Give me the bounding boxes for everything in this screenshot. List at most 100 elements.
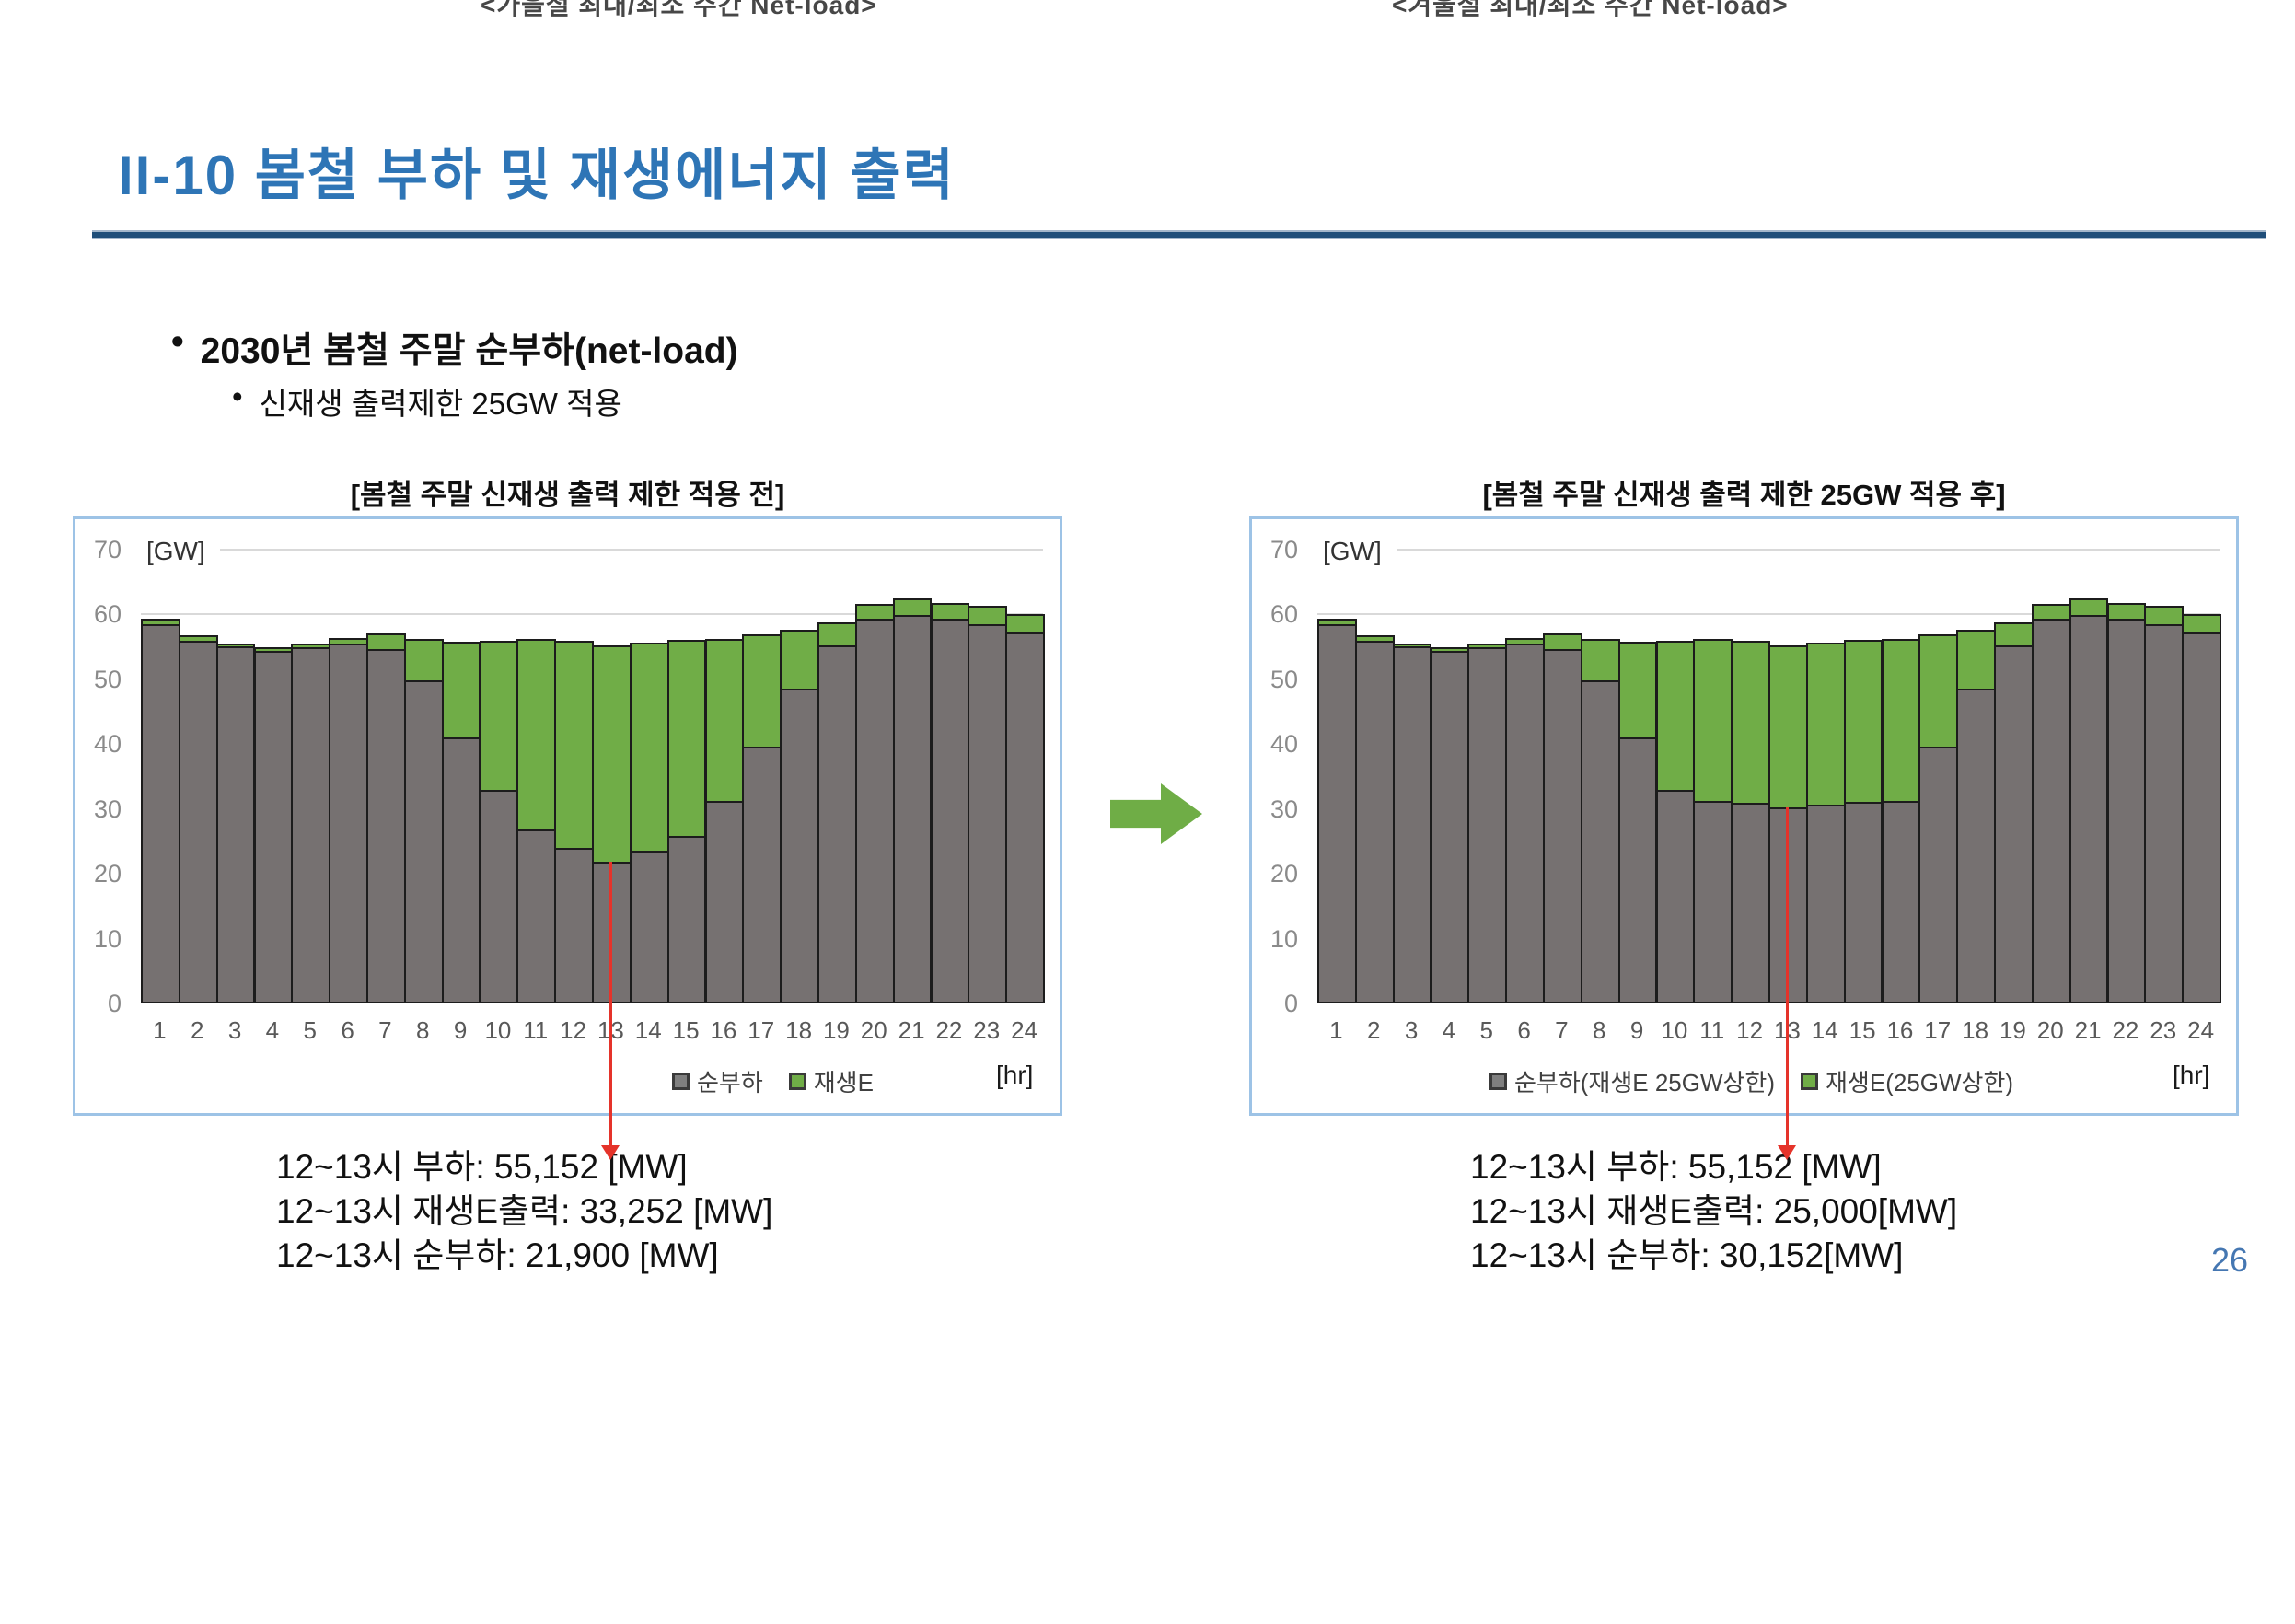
x-tick-label: 6 [1517, 1016, 1531, 1044]
bar-renewable-segment [291, 644, 331, 649]
bar-renewable-segment [1543, 632, 1582, 651]
bar-netload-segment [1430, 650, 1470, 1003]
bar-netload-segment [2031, 619, 2071, 1003]
bar-netload-segment [2182, 632, 2221, 1003]
bar-renewable-segment [1505, 637, 1545, 646]
right-chart: [GW] 순부하(재생E 25GW상한) 재생E(25GW상한) [hr] 0 1… [1249, 516, 2239, 1160]
bullet-dot: • [232, 379, 243, 413]
bar-renewable-segment [178, 634, 218, 644]
bar-netload-segment [666, 836, 707, 1003]
y-tick-label: 20 [93, 860, 122, 888]
bar-renewable-segment [1005, 613, 1045, 635]
bar-renewable-segment [516, 638, 557, 831]
bar-renewable-segment [253, 647, 294, 653]
x-tick-label: 11 [1699, 1016, 1725, 1044]
bar-renewable-segment [329, 637, 368, 646]
bar-netload-segment [403, 679, 444, 1003]
bar-renewable-segment [704, 639, 745, 804]
x-tick-label: 8 [1593, 1016, 1606, 1044]
annotation-line: 12~13시 순부하: 30,152[MW] [1470, 1236, 1904, 1274]
legend-label: 재생E(25GW상한) [1826, 1069, 2014, 1096]
highlight-arrow-head [1778, 1145, 1797, 1160]
y-axis-unit-label: [GW] [1317, 537, 1397, 566]
highlight-arrow-line [609, 861, 612, 1147]
x-tick-label: 18 [1962, 1016, 1989, 1044]
bar-renewable-segment [666, 639, 707, 839]
y-tick-label: 10 [1269, 924, 1298, 953]
x-tick-label: 15 [672, 1016, 700, 1044]
bar-netload-segment [968, 624, 1008, 1003]
bar-renewable-segment [629, 642, 669, 853]
y-tick-label: 20 [1269, 860, 1298, 888]
x-tick-label: 11 [523, 1016, 549, 1044]
legend-item-renewable: 재생E(25GW상한) [1801, 1064, 2013, 1098]
x-tick-label: 19 [1999, 1016, 2026, 1044]
plot-area: [GW] [141, 537, 1045, 1003]
bar-netload-segment [253, 650, 294, 1003]
bar-renewable-segment [215, 644, 256, 648]
y-tick-label: 30 [1269, 795, 1298, 823]
renewable-swatch-icon [1801, 1073, 1819, 1090]
y-tick-label: 0 [1283, 990, 1298, 1017]
legend-item-netload: 순부하(재생E 25GW상한) [1489, 1064, 1775, 1098]
y-axis-unit-label: [GW] [141, 537, 220, 566]
x-tick-label: 18 [785, 1016, 813, 1044]
bar-renewable-segment [742, 634, 782, 749]
x-tick-label: 3 [227, 1016, 242, 1044]
bar-netload-segment [1392, 645, 1432, 1003]
chart-legend: 순부하(재생E 25GW상한) 재생E(25GW상한) [1489, 1064, 2013, 1098]
x-tick-label: 24 [2187, 1016, 2215, 1044]
chart-legend: 순부하 재생E [672, 1064, 874, 1098]
x-axis-unit-label: [hr] [2173, 1061, 2210, 1089]
bar-netload-segment [1354, 641, 1395, 1003]
highlight-arrow-line [1785, 807, 1789, 1147]
top-right-note: <겨울철 최대/최소 주간 Net-load> [1392, 0, 1789, 19]
y-tick-label: 70 [93, 536, 122, 563]
bar-renewable-segment [1768, 645, 1808, 810]
y-tick-label: 60 [93, 600, 122, 629]
bar-renewable-segment [892, 597, 933, 618]
bar-renewable-segment [141, 619, 180, 626]
bar-netload-segment [1543, 648, 1582, 1003]
gridline-60gw [1317, 613, 2220, 616]
bar-renewable-segment [441, 642, 481, 740]
bar-netload-segment [704, 801, 745, 1003]
bar-renewable-segment [1317, 619, 1357, 626]
bar-netload-segment [1881, 801, 1921, 1003]
bar-netload-segment [2106, 619, 2147, 1003]
annotation-line: 12~13시 재생E출력: 25,000[MW] [1470, 1192, 1958, 1230]
x-tick-label: 21 [898, 1016, 925, 1044]
bar-renewable-segment [1693, 638, 1733, 803]
bar-renewable-segment [2182, 613, 2221, 635]
bar-netload-segment [2069, 615, 2109, 1003]
gridline-70gw [1317, 549, 2220, 551]
bar-netload-segment [930, 619, 970, 1003]
bar-netload-segment [1317, 624, 1357, 1003]
x-tick-label: 3 [1404, 1016, 1419, 1044]
right-annotation-block: 12~13시 부하: 55,152 [MW] 12~13시 재생E출력: 25,… [1470, 1145, 1957, 1278]
bar-netload-segment [366, 648, 406, 1003]
renewable-swatch-icon [788, 1073, 806, 1090]
bar-renewable-segment [1731, 640, 1770, 805]
x-tick-label: 22 [935, 1016, 963, 1044]
bar-netload-segment [329, 644, 368, 1003]
bar-renewable-segment [592, 645, 632, 864]
bar-renewable-segment [1994, 621, 2034, 647]
x-tick-label: 23 [2150, 1016, 2177, 1044]
netload-swatch-icon [672, 1073, 690, 1090]
bar-renewable-segment [1430, 647, 1470, 653]
bar-netload-segment [1956, 688, 1996, 1003]
bar-renewable-segment [1805, 642, 1846, 806]
bar-renewable-segment [1881, 639, 1921, 804]
bar-renewable-segment [1392, 644, 1432, 648]
y-tick-label: 50 [1269, 665, 1298, 693]
bar-netload-segment [291, 646, 331, 1003]
x-tick-label: 9 [1629, 1016, 1644, 1044]
x-tick-label: 10 [1661, 1016, 1688, 1044]
x-tick-label: 14 [634, 1016, 662, 1044]
bar-netload-segment [854, 619, 895, 1003]
bar-renewable-segment [817, 621, 857, 647]
legend-item-netload: 순부하 [672, 1064, 763, 1098]
plot-area: [GW] [1317, 537, 2221, 1003]
